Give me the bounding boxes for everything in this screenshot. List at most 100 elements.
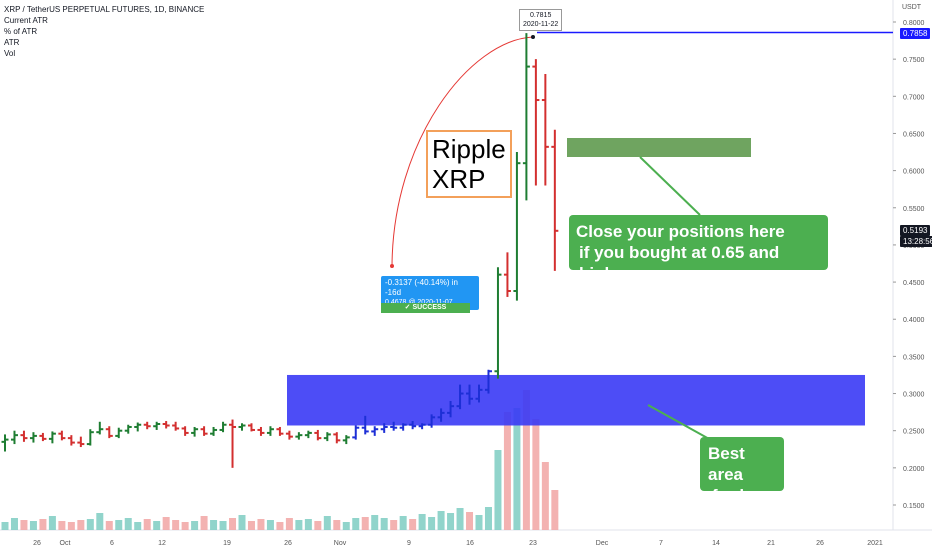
volume-bar	[219, 521, 227, 530]
volume-bar	[475, 515, 483, 530]
volume-bar	[172, 520, 180, 530]
volume-bar	[20, 520, 28, 530]
volume-bar	[494, 450, 502, 530]
measure-origin: 0.4678 @ 2020-11-07	[385, 298, 475, 308]
volume-bar	[39, 519, 47, 530]
volume-bar	[238, 515, 246, 530]
x-tick-label: Nov	[334, 540, 347, 547]
volume-bar	[86, 519, 94, 530]
volume-bar	[323, 516, 331, 530]
volume-bar	[229, 518, 237, 530]
volume-bar	[342, 522, 350, 530]
volume-bar	[200, 516, 208, 530]
volume-bar	[399, 516, 407, 530]
volume-bar	[67, 522, 75, 530]
volume-bar	[191, 521, 199, 530]
volume-bar	[352, 518, 360, 530]
volume-bar	[466, 512, 474, 530]
volume-bar	[513, 408, 521, 530]
x-tick-label: Dec	[596, 540, 609, 547]
x-tick-label: 26	[284, 540, 292, 547]
currency-label: USDT	[902, 4, 922, 11]
x-tick-label: 21	[767, 540, 775, 547]
measure-arc	[391, 36, 534, 269]
buy-callout-line1: Best area	[708, 444, 745, 484]
volume-bar	[143, 519, 151, 530]
volume-bar	[1, 522, 9, 530]
volume-bar	[390, 520, 398, 530]
chart-legend: XRP / TetherUS PERPETUAL FUTURES, 1D, BI…	[4, 4, 204, 59]
y-tick-label: 0.2500	[903, 429, 925, 436]
countdown-tag: 13:28:56	[900, 236, 932, 247]
volume-bar	[428, 517, 436, 530]
ripple-xrp-label[interactable]: Ripple XRP	[426, 130, 512, 198]
volume-bar	[522, 390, 530, 530]
volume-bar	[58, 521, 66, 530]
measure-change: -0.3137 (-40.14%) in -16d	[385, 278, 458, 297]
y-tick-label: 0.4500	[903, 280, 925, 287]
volume-bar	[153, 521, 161, 530]
volume-bar	[10, 518, 18, 530]
y-tick-label: 0.5500	[903, 206, 925, 213]
peak-tooltip: 0.7815 2020-11-22	[519, 9, 563, 31]
peak-date: 2020-11-22	[523, 21, 559, 28]
close-callout-line1: Close your positions here	[576, 222, 785, 241]
best-area-callout[interactable]: Best area for buy	[700, 437, 784, 505]
x-tick-label: 16	[466, 540, 474, 547]
success-badge: ✓ SUCCESS	[381, 303, 470, 313]
measure-start-dot	[390, 264, 394, 268]
volume-bar	[503, 412, 511, 530]
volume-bar	[77, 520, 85, 530]
volume-bar	[484, 507, 492, 530]
volume-bar	[304, 519, 312, 530]
xrp-text: XRP	[432, 164, 486, 194]
volume-bar	[456, 508, 464, 530]
y-tick-label: 0.7000	[903, 94, 925, 101]
legend-current-atr: Current ATR	[4, 16, 48, 25]
hline-price-tag: 0.7858	[900, 28, 931, 39]
y-tick-label: 0.6500	[903, 131, 925, 138]
x-tick-label: 23	[529, 540, 537, 547]
x-tick-label: Oct	[60, 540, 71, 547]
volume-bar	[266, 520, 274, 530]
current-price-tag: 0.5193	[900, 225, 931, 236]
legend-symbol: XRP / TetherUS PERPETUAL FUTURES, 1D, BI…	[4, 5, 205, 14]
y-tick-label: 0.8000	[903, 20, 925, 27]
volume-bar	[361, 517, 369, 530]
y-tick-label: 0.7500	[903, 57, 925, 64]
x-tick-label: 2021	[867, 540, 883, 547]
peak-dot	[531, 35, 535, 39]
x-tick-label: 6	[110, 540, 114, 547]
x-tick-label: 26	[33, 540, 41, 547]
volume-bar	[447, 513, 455, 530]
x-tick-label: 14	[712, 540, 720, 547]
volume-bar	[124, 518, 132, 530]
close-zone	[567, 138, 751, 157]
volume-bar	[48, 516, 56, 530]
volume-bar	[162, 517, 170, 530]
volume-bar	[105, 521, 113, 530]
best-buy-zone	[287, 374, 865, 426]
volume-bar	[210, 520, 218, 530]
volume-bar	[532, 419, 540, 530]
close-positions-callout[interactable]: Close your positions here if you bought …	[569, 215, 828, 283]
x-tick-label: 12	[158, 540, 166, 547]
x-tick-label: 19	[223, 540, 231, 547]
y-tick-label: 0.4000	[903, 317, 925, 324]
y-tick-label: 0.3000	[903, 392, 925, 399]
volume-bar	[134, 522, 142, 530]
volume-bar	[96, 513, 104, 530]
legend-atr: ATR	[4, 38, 20, 47]
y-tick-label: 0.2000	[903, 466, 925, 473]
buy-callout-line2: for buy	[712, 486, 770, 505]
volume-bar	[541, 462, 549, 530]
volume-bar	[418, 514, 426, 530]
volume-bar	[371, 515, 379, 530]
volume-bar	[314, 521, 322, 530]
legend-vol: Vol	[4, 49, 16, 58]
volume-bar	[257, 519, 265, 530]
ripple-text: Ripple	[432, 134, 506, 164]
x-tick-label: 7	[659, 540, 663, 547]
x-tick-label: 9	[407, 540, 411, 547]
volume-bar	[115, 520, 123, 530]
